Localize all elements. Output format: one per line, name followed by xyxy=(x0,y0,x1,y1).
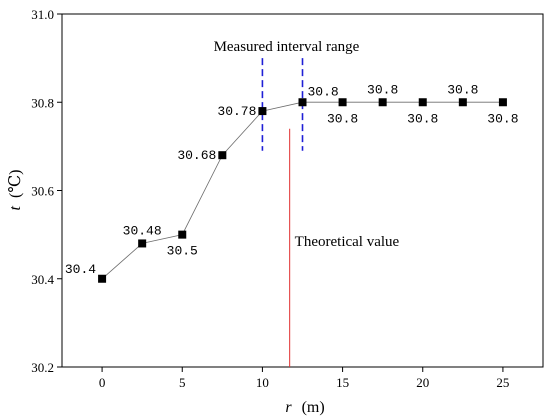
x-axis-label-symbol: r xyxy=(285,399,292,416)
marker-group xyxy=(98,98,507,283)
data-label: 30.8 xyxy=(447,82,478,97)
y-axis-label: t (℃) xyxy=(7,169,24,210)
x-tick-label: 0 xyxy=(99,375,106,390)
y-tick-label: 30.6 xyxy=(31,184,54,199)
data-point xyxy=(498,98,507,107)
x-tick-label: 15 xyxy=(336,375,349,390)
data-label: 30.8 xyxy=(407,111,438,126)
x-tick-label: 20 xyxy=(416,375,429,390)
data-label: 30.8 xyxy=(487,111,518,126)
measured-interval-label: Measured interval range xyxy=(214,39,360,55)
data-label-group: 30.4 30.48 30.5 30.68 30.78 30.8 30.8 30.8 30.8 3… xyxy=(65,82,519,277)
data-label: 30.4 xyxy=(65,262,96,277)
data-label: 30.8 xyxy=(367,82,398,97)
data-label: 30.8 xyxy=(327,111,358,126)
x-axis-label-unit: (m) xyxy=(302,399,325,416)
data-point xyxy=(178,230,187,239)
data-point xyxy=(458,98,467,107)
y-axis-label-symbol: t xyxy=(7,206,24,211)
x-tick-label: 5 xyxy=(179,375,186,390)
data-point xyxy=(138,239,147,248)
data-point xyxy=(338,98,347,107)
data-point xyxy=(418,98,427,107)
data-point xyxy=(378,98,387,107)
data-point xyxy=(258,107,267,116)
plot-frame xyxy=(61,13,544,368)
data-label: 30.5 xyxy=(167,244,198,259)
data-point xyxy=(298,98,307,107)
theoretical-value-label: Theoretical value xyxy=(295,234,400,250)
x-axis-label: r (m) xyxy=(285,399,324,416)
tick-group: 0 5 10 15 20 25 30.2 30.4 30.6 30.8 31.0 xyxy=(31,7,509,390)
y-tick-label: 30.2 xyxy=(31,360,54,375)
data-label: 30.78 xyxy=(217,104,256,119)
y-tick-label: 30.4 xyxy=(31,272,54,287)
data-point xyxy=(98,274,107,283)
data-label: 30.68 xyxy=(177,148,216,163)
y-tick-label: 31.0 xyxy=(31,7,54,22)
y-axis-label-unit: (℃) xyxy=(7,169,24,198)
x-tick-label: 25 xyxy=(496,375,509,390)
x-tick-label: 10 xyxy=(256,375,269,390)
y-tick-label: 30.8 xyxy=(31,95,54,110)
data-label: 30.48 xyxy=(123,223,162,238)
data-point xyxy=(218,151,227,160)
data-label: 30.8 xyxy=(308,84,339,99)
